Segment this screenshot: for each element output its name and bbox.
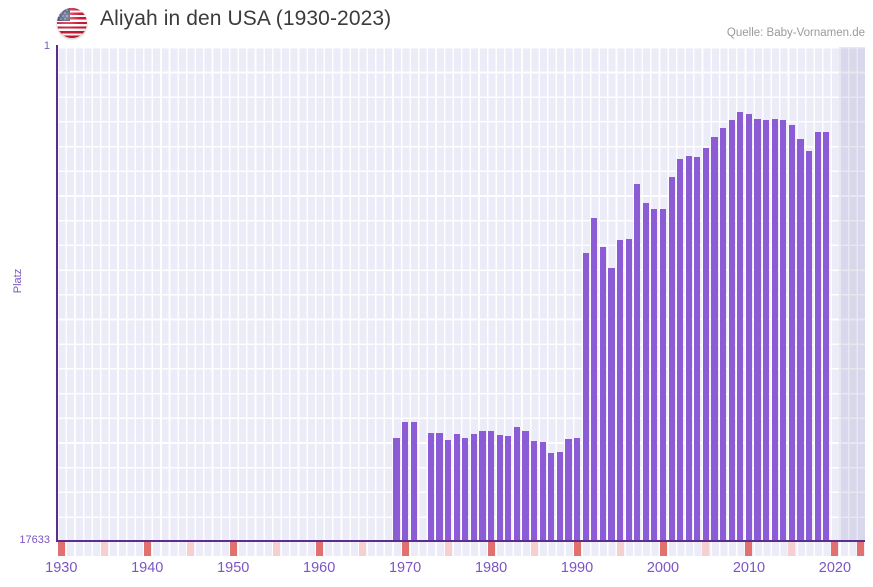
bar-1975[interactable] <box>445 440 452 541</box>
bar-1970[interactable] <box>402 422 409 541</box>
x-tick-minor-1945 <box>186 542 194 556</box>
x-tick-minor-1995 <box>616 542 624 556</box>
bar-2013[interactable] <box>771 118 778 541</box>
x-tick-minor-2005 <box>702 542 710 556</box>
chart-header: Aliyah in den USA (1930-2023) Quelle: Ba… <box>0 0 873 47</box>
bar-1981[interactable] <box>496 435 503 541</box>
bar-1987[interactable] <box>548 452 555 541</box>
bar-1985[interactable] <box>530 441 538 541</box>
bar-2001[interactable] <box>668 176 675 541</box>
bar-1984[interactable] <box>522 431 529 541</box>
bar-2012[interactable] <box>763 119 770 541</box>
x-tick-major-2023 <box>857 542 865 556</box>
bar-1977[interactable] <box>462 438 469 541</box>
bar-1989[interactable] <box>565 439 572 541</box>
bar-1998[interactable] <box>642 202 649 541</box>
x-tick-major-2020 <box>831 542 839 556</box>
bar-2018[interactable] <box>814 131 821 541</box>
bar-2005[interactable] <box>702 147 710 541</box>
x-tick-label-2000: 2000 <box>646 560 680 576</box>
x-tick-major-1950 <box>229 542 237 556</box>
x-tick-label-1950: 1950 <box>217 560 250 576</box>
bar-1992[interactable] <box>591 218 598 541</box>
x-tick-label-1970: 1970 <box>388 560 422 576</box>
bar-1971[interactable] <box>410 422 417 541</box>
bar-1995[interactable] <box>616 239 624 541</box>
bar-1973[interactable] <box>427 433 434 541</box>
plot-area <box>57 47 865 541</box>
bar-2016[interactable] <box>797 139 804 541</box>
flag-gloss <box>57 8 87 38</box>
y-axis-line <box>56 45 58 542</box>
bar-1976[interactable] <box>453 433 460 541</box>
x-tick-major-1940 <box>143 542 151 556</box>
x-tick-label-1930: 1930 <box>45 560 78 576</box>
x-tick-major-1970 <box>401 542 409 556</box>
bar-2015[interactable] <box>788 124 796 541</box>
x-tick-major-2000 <box>659 542 667 556</box>
x-tick-major-1960 <box>315 542 323 556</box>
bar-1969[interactable] <box>393 437 400 541</box>
x-tick-label-1980: 1980 <box>474 560 508 576</box>
bar-1991[interactable] <box>582 253 589 541</box>
bar-2004[interactable] <box>694 156 701 541</box>
x-tick-major-1930 <box>57 542 65 556</box>
x-tick-minor-1975 <box>444 542 452 556</box>
bar-2019[interactable] <box>823 131 830 541</box>
bar-1974[interactable] <box>436 433 443 541</box>
bar-1996[interactable] <box>625 238 632 541</box>
bar-2011[interactable] <box>754 118 761 541</box>
bar-1983[interactable] <box>513 426 520 541</box>
bar-2007[interactable] <box>720 127 727 541</box>
x-tick-label-2020: 2020 <box>818 560 852 576</box>
bar-2008[interactable] <box>728 119 735 541</box>
bar-1982[interactable] <box>505 436 512 541</box>
bar-2010[interactable] <box>745 113 753 541</box>
x-tick-minor-2015 <box>788 542 796 556</box>
bar-2000[interactable] <box>659 208 667 541</box>
bar-1999[interactable] <box>651 209 658 541</box>
bar-2014[interactable] <box>780 120 787 541</box>
bar-1993[interactable] <box>599 247 606 541</box>
bar-1997[interactable] <box>634 183 641 541</box>
us-flag-icon <box>57 8 87 38</box>
x-tick-major-1980 <box>487 542 495 556</box>
bar-1979[interactable] <box>479 431 486 541</box>
bar-series <box>57 47 865 541</box>
chart-title: Aliyah in den USA (1930-2023) <box>100 7 392 30</box>
bar-1990[interactable] <box>573 437 581 541</box>
x-axis-line <box>56 540 865 542</box>
x-tick-minor-1955 <box>272 542 280 556</box>
bar-1978[interactable] <box>470 434 477 541</box>
bar-1988[interactable] <box>556 451 563 541</box>
x-tick-major-1990 <box>573 542 581 556</box>
bar-1986[interactable] <box>539 441 546 541</box>
y-axis-top-tick-label: 1 <box>43 40 50 52</box>
bar-2006[interactable] <box>711 136 718 541</box>
x-tick-label-1960: 1960 <box>303 560 336 576</box>
x-tick-label-1990: 1990 <box>560 560 594 576</box>
y-axis-bottom-tick-label: 17633 <box>19 534 50 546</box>
x-tick-minor-1965 <box>358 542 366 556</box>
flag-canton <box>57 8 70 21</box>
x-tick-major-2010 <box>745 542 753 556</box>
bar-2009[interactable] <box>737 111 744 541</box>
bar-2003[interactable] <box>685 156 692 541</box>
x-axis-tick-strip <box>57 542 865 556</box>
bar-1980[interactable] <box>487 430 495 541</box>
x-tick-minor-1935 <box>100 542 108 556</box>
x-tick-label-1940: 1940 <box>131 560 164 576</box>
bar-2002[interactable] <box>677 159 684 541</box>
bar-2017[interactable] <box>806 150 813 541</box>
x-tick-label-2010: 2010 <box>732 560 766 576</box>
x-tick-minor-1985 <box>530 542 538 556</box>
x-axis-tick-labels: 1930 1940 1950 1960 1970 1980 1990 2000 2010 2020 <box>0 560 873 584</box>
y-axis-title: Platz <box>12 268 24 294</box>
chart-source-label: Quelle: Baby-Vornamen.de <box>726 27 865 39</box>
bar-1994[interactable] <box>608 268 615 541</box>
